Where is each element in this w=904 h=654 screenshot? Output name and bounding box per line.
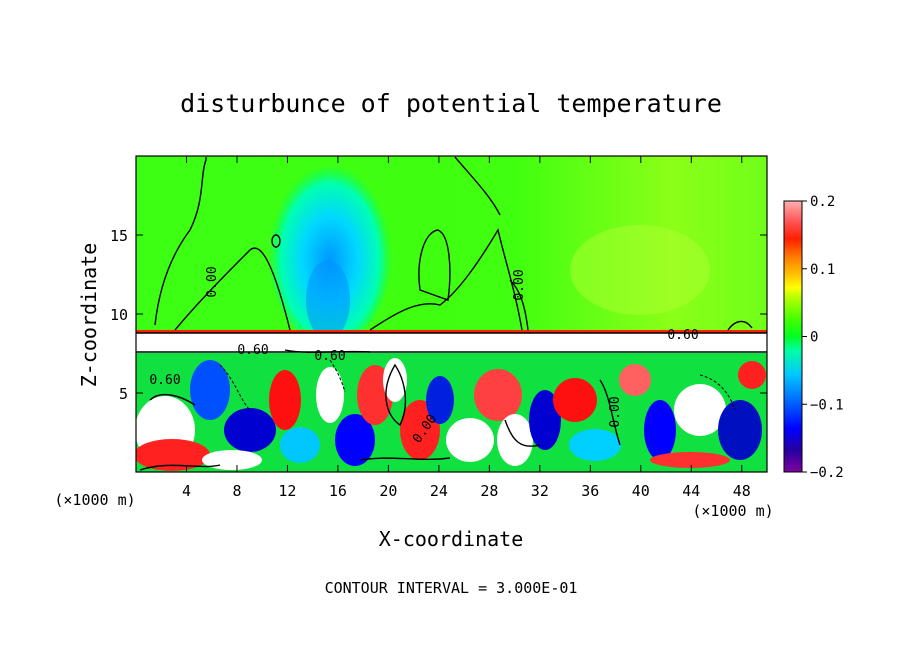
colorbar-tick-label: 0.1 <box>810 262 835 278</box>
colorbar <box>783 200 803 473</box>
x-tick-label: 4 <box>182 482 191 500</box>
x-axis-label: X-coordinate <box>379 527 524 551</box>
x-tick-label: 40 <box>632 482 650 500</box>
warm-patch <box>570 225 710 315</box>
colorbar-tick-label: 0 <box>810 330 818 346</box>
contour-label: 0.60 <box>149 373 180 388</box>
cold-plume-core <box>306 260 350 340</box>
contour-label: 0.00 <box>512 269 527 300</box>
y-axis: 5 10 15 <box>110 227 767 403</box>
x-tick-label: 28 <box>480 482 498 500</box>
dashed-contours <box>219 359 736 411</box>
x-tick-label: 36 <box>581 482 599 500</box>
x-tick-label: 12 <box>278 482 296 500</box>
y-tick-label: 5 <box>119 385 128 403</box>
chart-title: disturbunce of potential temperature <box>180 89 722 118</box>
colorbar-tick-label: −0.2 <box>810 465 844 481</box>
x-axis: 4 8 12 16 20 24 28 32 36 40 44 48 <box>182 156 751 500</box>
y-tick-label: 10 <box>110 306 128 324</box>
contour-label: 0.60 <box>314 349 345 364</box>
contour-label: 0.00 <box>205 266 220 297</box>
turbulent-blobs <box>136 358 766 471</box>
cold-plume <box>268 156 392 345</box>
y-axis-label: Z-coordinate <box>77 243 101 388</box>
colorbar-tick-label: 0.2 <box>810 194 835 210</box>
x-tick-label: 24 <box>430 482 448 500</box>
colorbar-ticks: 0.2 0.1 0 −0.1 −0.2 <box>802 194 844 481</box>
x-tick-label: 32 <box>531 482 549 500</box>
x-tick-label: 16 <box>329 482 347 500</box>
colorbar-tick-label: −0.1 <box>810 397 844 413</box>
x-tick-label: 44 <box>682 482 700 500</box>
plot-field <box>136 156 767 472</box>
y-tick-label: 15 <box>110 227 128 245</box>
contour-label: 0.60 <box>237 343 268 358</box>
x-unit-label-right: (×1000 m) <box>692 502 773 520</box>
x-tick-label: 48 <box>733 482 751 500</box>
x-unit-label-left: (×1000 m) <box>54 491 135 509</box>
contour-label: 0.00 <box>608 396 623 427</box>
contour-lines <box>139 156 753 471</box>
contour-interval-annotation: CONTOUR INTERVAL = 3.000E-01 <box>325 579 578 597</box>
inversion-white <box>136 333 767 353</box>
contour-label: 0.60 <box>667 328 698 343</box>
x-tick-label: 8 <box>232 482 241 500</box>
inversion-band <box>136 330 767 333</box>
x-tick-label: 20 <box>379 482 397 500</box>
